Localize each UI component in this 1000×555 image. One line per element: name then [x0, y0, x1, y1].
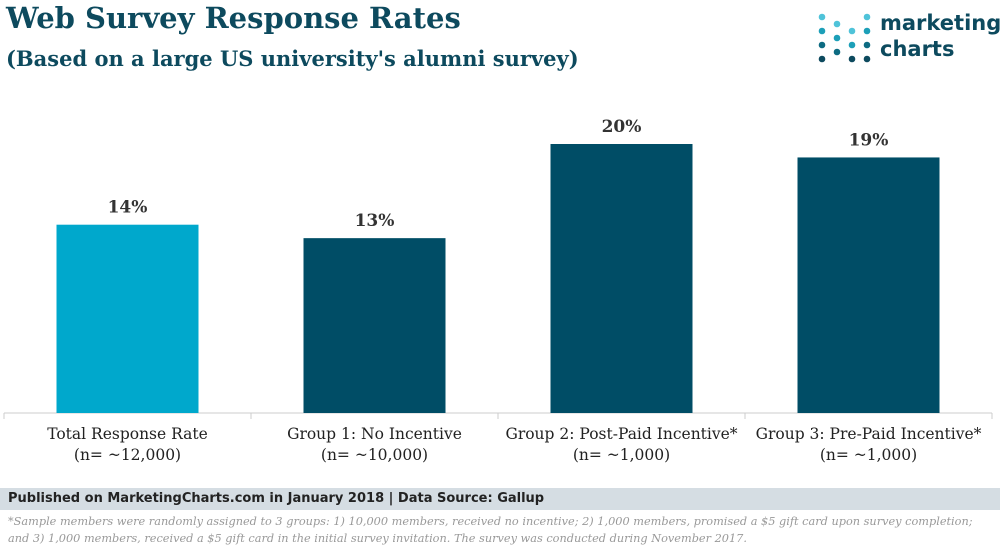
sample-size: (n= ~1,000)	[820, 446, 917, 464]
value-label: 19%	[849, 130, 889, 150]
logo-dots	[818, 13, 871, 63]
bar	[797, 157, 940, 413]
sample-size: (n= ~1,000)	[573, 446, 670, 464]
logo-text: charts	[880, 37, 954, 61]
logo-text: marketing	[880, 11, 1000, 35]
bar	[550, 144, 693, 413]
sample-size: (n= ~10,000)	[321, 446, 428, 464]
x-tick-label: Group 3: Pre-Paid Incentive*	[756, 425, 982, 443]
chart-title: Web Survey Response Rates	[5, 1, 461, 35]
x-tick-label: Group 1: No Incentive	[287, 425, 462, 443]
x-tick-label: Total Response Rate	[47, 425, 208, 443]
sample-size: (n= ~12,000)	[74, 446, 181, 464]
source-line: Published on MarketingCharts.com in Janu…	[0, 488, 1000, 510]
value-label: 13%	[355, 211, 395, 231]
value-label: 20%	[602, 117, 642, 137]
chart-subtitle: (Based on a large US university's alumni…	[6, 46, 579, 71]
x-tick-label: Group 2: Post-Paid Incentive*	[505, 425, 737, 443]
value-label: 14%	[108, 198, 148, 218]
bar	[303, 238, 446, 413]
bar	[56, 224, 199, 413]
chart: Web Survey Response Rates (Based on a la…	[3, 1, 1000, 464]
footnote: *Sample members were randomly assigned t…	[8, 515, 973, 545]
